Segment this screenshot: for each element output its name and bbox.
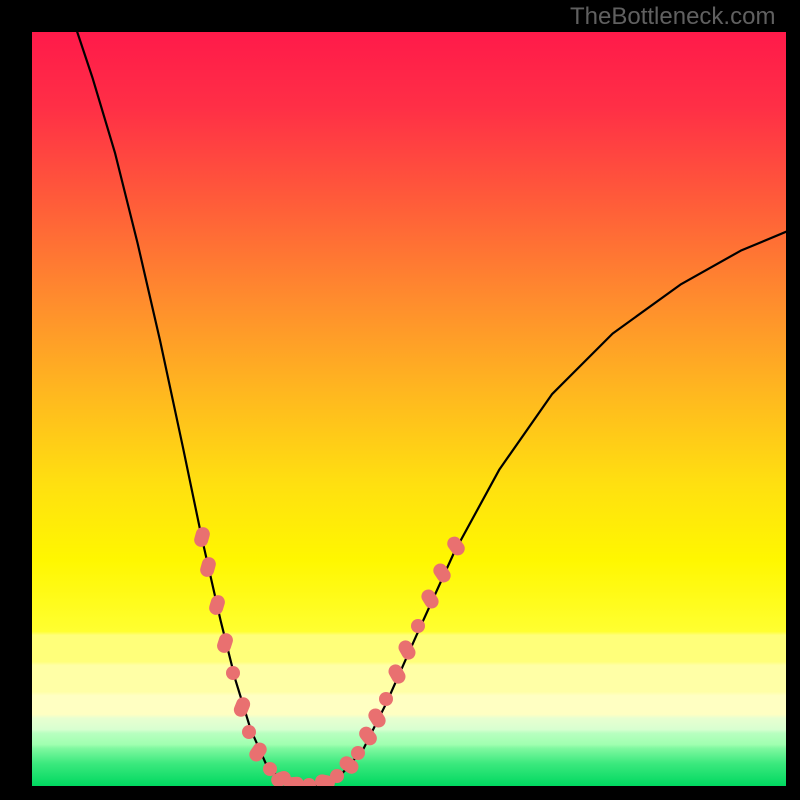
- watermark-text: TheBottleneck.com: [570, 3, 775, 31]
- bottleneck-curve: [32, 32, 786, 786]
- curve-marker: [330, 769, 344, 783]
- curve-marker: [351, 746, 365, 760]
- curve-marker: [379, 692, 393, 706]
- plot-area: [32, 32, 786, 786]
- curve-marker: [242, 725, 256, 739]
- curve-marker: [226, 666, 240, 680]
- curve-marker: [411, 619, 425, 633]
